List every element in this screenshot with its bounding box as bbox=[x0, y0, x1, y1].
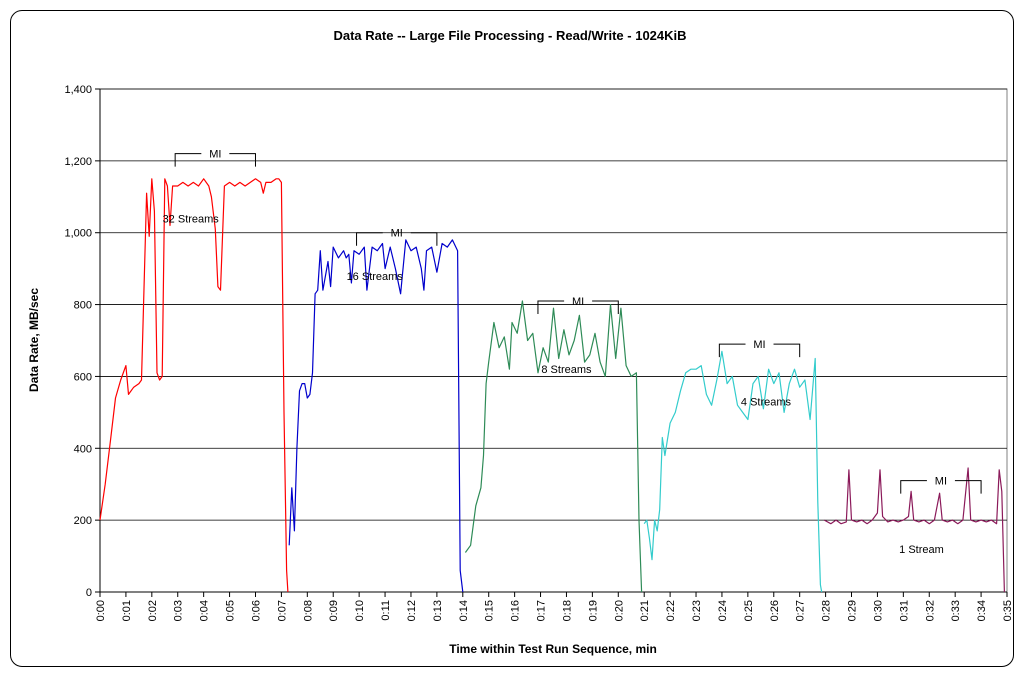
series-line-1 bbox=[288, 239, 464, 593]
x-tick-label: 0:00 bbox=[95, 600, 107, 621]
series-line-0 bbox=[99, 178, 289, 593]
x-tick-label: 0:30 bbox=[872, 600, 884, 621]
x-tick-label: 0:27 bbox=[795, 600, 807, 621]
mi-label: MI bbox=[935, 476, 947, 488]
mi-bracket bbox=[174, 153, 256, 167]
series-annotation: 1 Stream bbox=[899, 544, 944, 556]
chart-title: Data Rate -- Large File Processing - Rea… bbox=[333, 28, 686, 43]
mi-label: MI bbox=[753, 339, 765, 351]
series-annotation: 32 Streams bbox=[163, 213, 220, 225]
mi-label: MI bbox=[572, 296, 584, 308]
x-tick-label: 0:20 bbox=[613, 600, 625, 621]
x-tick-label: 0:23 bbox=[691, 600, 703, 621]
x-tick-label: 0:35 bbox=[1002, 600, 1014, 621]
y-tick-label: 600 bbox=[74, 371, 92, 383]
mi-bracket bbox=[900, 480, 982, 494]
x-tick-label: 0:19 bbox=[587, 600, 599, 621]
x-tick-label: 0:17 bbox=[536, 600, 548, 621]
y-tick-label: 0 bbox=[86, 587, 92, 599]
x-tick-label: 0:01 bbox=[121, 600, 133, 621]
x-tick-label: 0:11 bbox=[380, 600, 392, 621]
series-annotation: 4 Streams bbox=[741, 397, 792, 409]
x-tick-label: 0:09 bbox=[328, 600, 340, 621]
x-tick-label: 0:28 bbox=[821, 600, 833, 621]
y-axis-title: Data Rate, MB/sec bbox=[27, 288, 41, 392]
x-tick-label: 0:31 bbox=[898, 600, 910, 621]
gridlines bbox=[99, 88, 1007, 593]
plot-area bbox=[99, 88, 1008, 593]
mi-bracket bbox=[537, 300, 619, 314]
x-tick-label: 0:16 bbox=[510, 600, 522, 621]
x-tick-label: 0:12 bbox=[406, 600, 418, 621]
mi-label: MI bbox=[391, 228, 403, 240]
y-tick-label: 1,000 bbox=[64, 228, 92, 240]
mi-bracket bbox=[718, 343, 801, 358]
x-tick-label: 0:32 bbox=[924, 600, 936, 621]
x-tick-label: 0:13 bbox=[432, 600, 444, 621]
series-line-2 bbox=[464, 300, 643, 593]
x-tick-label: 0:24 bbox=[717, 600, 729, 621]
x-tick-label: 0:04 bbox=[199, 600, 211, 621]
series-annotation: 8 Streams bbox=[541, 364, 592, 376]
annotation-layer: 32 Streams 16 Streams 8 Streams 4 Streams 1 … bbox=[163, 213, 944, 556]
y-tick-label: 200 bbox=[74, 515, 92, 527]
x-tick-label: 0:06 bbox=[250, 600, 262, 621]
y-tick-label: 1,400 bbox=[64, 84, 92, 96]
x-tick-label: 0:26 bbox=[769, 600, 781, 621]
y-axis-ticks: 0 200 400 600 800 1,000 1,200 1,400 bbox=[64, 84, 100, 599]
x-tick-label: 0:10 bbox=[354, 600, 366, 621]
x-tick-label: 0:14 bbox=[458, 600, 470, 621]
series-layer bbox=[99, 178, 1005, 593]
series-line-4 bbox=[824, 467, 1005, 593]
x-tick-label: 0:02 bbox=[147, 600, 159, 621]
x-tick-label: 0:29 bbox=[847, 600, 859, 621]
x-tick-label: 0:25 bbox=[743, 600, 755, 621]
x-tick-label: 0:07 bbox=[276, 600, 288, 621]
x-tick-label: 0:08 bbox=[302, 600, 314, 621]
x-tick-label: 0:21 bbox=[639, 600, 651, 621]
x-axis-title: Time within Test Run Sequence, min bbox=[449, 642, 657, 656]
y-tick-label: 1,200 bbox=[64, 156, 92, 168]
x-tick-label: 0:34 bbox=[976, 600, 988, 621]
y-tick-label: 800 bbox=[74, 300, 92, 312]
mi-label: MI bbox=[209, 149, 221, 161]
y-tick-label: 400 bbox=[74, 443, 92, 455]
series-annotation: 16 Streams bbox=[347, 271, 404, 283]
x-tick-label: 0:15 bbox=[484, 600, 496, 621]
x-axis-ticks: 0:00 0:01 0:02 0:03 0:04 0:05 0:06 0:07 0:08 0:09… bbox=[95, 592, 1014, 621]
x-tick-label: 0:03 bbox=[173, 600, 185, 621]
x-tick-label: 0:22 bbox=[665, 600, 677, 621]
mi-bracket bbox=[356, 232, 438, 246]
x-tick-label: 0:18 bbox=[561, 600, 573, 621]
x-tick-label: 0:05 bbox=[225, 600, 237, 621]
mi-markers: MI MI MI MI MI bbox=[174, 149, 982, 494]
series-line-3 bbox=[643, 350, 823, 593]
x-tick-label: 0:33 bbox=[950, 600, 962, 621]
